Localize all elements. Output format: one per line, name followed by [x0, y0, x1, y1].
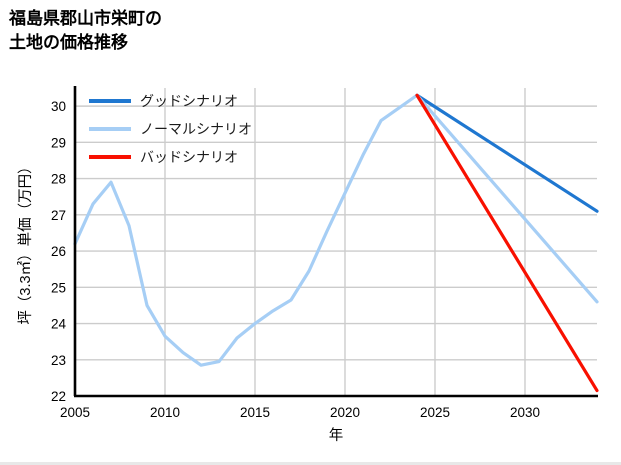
x-axis-title: 年	[329, 427, 344, 444]
x-tick-label: 2025	[420, 405, 450, 420]
series-line	[415, 93, 599, 393]
legend-label: バッドシナリオ	[140, 149, 238, 165]
x-tick-label: 2015	[240, 405, 270, 420]
y-tick-label: 22	[51, 389, 66, 404]
legend-label: ノーマルシナリオ	[140, 121, 252, 137]
y-tick-label: 27	[51, 208, 66, 223]
series-line	[73, 93, 599, 367]
chart-title: 福島県郡山市栄町の 土地の価格推移	[9, 7, 162, 55]
bottom-divider	[0, 462, 621, 465]
axis-lines	[73, 86, 598, 398]
chart-title-line1: 福島県郡山市栄町の	[9, 9, 162, 28]
y-tick-label: 24	[51, 317, 67, 332]
x-tick-label: 2010	[150, 405, 180, 420]
y-tick-label: 26	[51, 244, 66, 259]
y-axis-title: 坪（3.3㎡）単価（万円）	[17, 159, 34, 324]
y-tick-label: 29	[51, 135, 66, 150]
x-tick-label: 2005	[60, 405, 90, 420]
x-tick-label: 2020	[330, 405, 360, 420]
series-line	[415, 93, 599, 213]
axis-titles: 年 坪（3.3㎡）単価（万円）	[17, 159, 343, 444]
series-lines	[73, 93, 599, 393]
y-tick-label: 25	[51, 280, 66, 295]
legend-label: グッドシナリオ	[140, 93, 238, 109]
tick-labels: 22 23 24 25 26 27 28 29 30 2005 2010 2015 2020 2025 20…	[51, 99, 540, 420]
y-tick-label: 30	[51, 99, 66, 114]
y-tick-label: 23	[51, 353, 66, 368]
y-tick-label: 28	[51, 172, 66, 187]
x-tick-label: 2030	[510, 405, 540, 420]
chart-title-line2: 土地の価格推移	[9, 33, 128, 53]
